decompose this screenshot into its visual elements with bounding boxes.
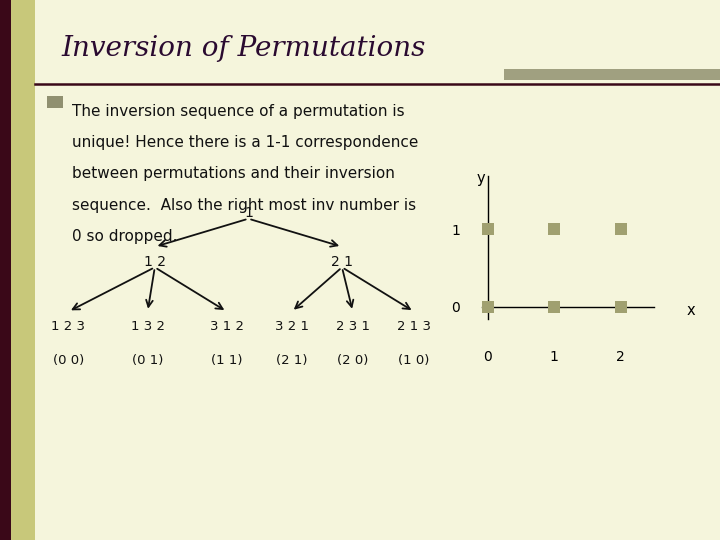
- Bar: [0, 0, 35, 540]
- Text: 2 1 3: 2 1 3: [397, 320, 431, 333]
- Text: (2 1): (2 1): [276, 354, 307, 367]
- Point: [549, 302, 560, 311]
- Text: 1 2 3: 1 2 3: [51, 320, 86, 333]
- Point: [615, 302, 626, 311]
- Point: [549, 225, 560, 234]
- Bar: [504, 69, 720, 80]
- Point: [482, 225, 493, 234]
- Text: (1 0): (1 0): [398, 354, 430, 367]
- Text: sequence.  Also the right most inv number is: sequence. Also the right most inv number…: [72, 198, 416, 213]
- Text: (0 0): (0 0): [53, 354, 84, 367]
- Text: 2 3 1: 2 3 1: [336, 320, 370, 333]
- Text: 1: 1: [244, 206, 253, 220]
- Text: 2 1: 2 1: [331, 255, 353, 269]
- Text: The inversion sequence of a permutation is: The inversion sequence of a permutation …: [72, 104, 405, 119]
- Point: [482, 302, 493, 311]
- Text: (1 1): (1 1): [211, 354, 243, 367]
- Text: 3 1 2: 3 1 2: [210, 320, 244, 333]
- Text: (0 1): (0 1): [132, 354, 163, 367]
- Text: (2 0): (2 0): [337, 354, 369, 367]
- Text: 0 so dropped.: 0 so dropped.: [72, 229, 178, 244]
- Text: x: x: [687, 303, 696, 318]
- Text: unique! Hence there is a 1-1 correspondence: unique! Hence there is a 1-1 corresponde…: [72, 135, 418, 150]
- Point: [615, 225, 626, 234]
- Text: between permutations and their inversion: between permutations and their inversion: [72, 166, 395, 181]
- Text: y: y: [477, 171, 485, 186]
- Text: 3 2 1: 3 2 1: [274, 320, 309, 333]
- Bar: [0, 0, 11, 540]
- Text: Inversion of Permutations: Inversion of Permutations: [61, 35, 426, 62]
- Text: 1 3 2: 1 3 2: [130, 320, 165, 333]
- Bar: [47, 96, 63, 108]
- Text: 1 2: 1 2: [144, 255, 166, 269]
